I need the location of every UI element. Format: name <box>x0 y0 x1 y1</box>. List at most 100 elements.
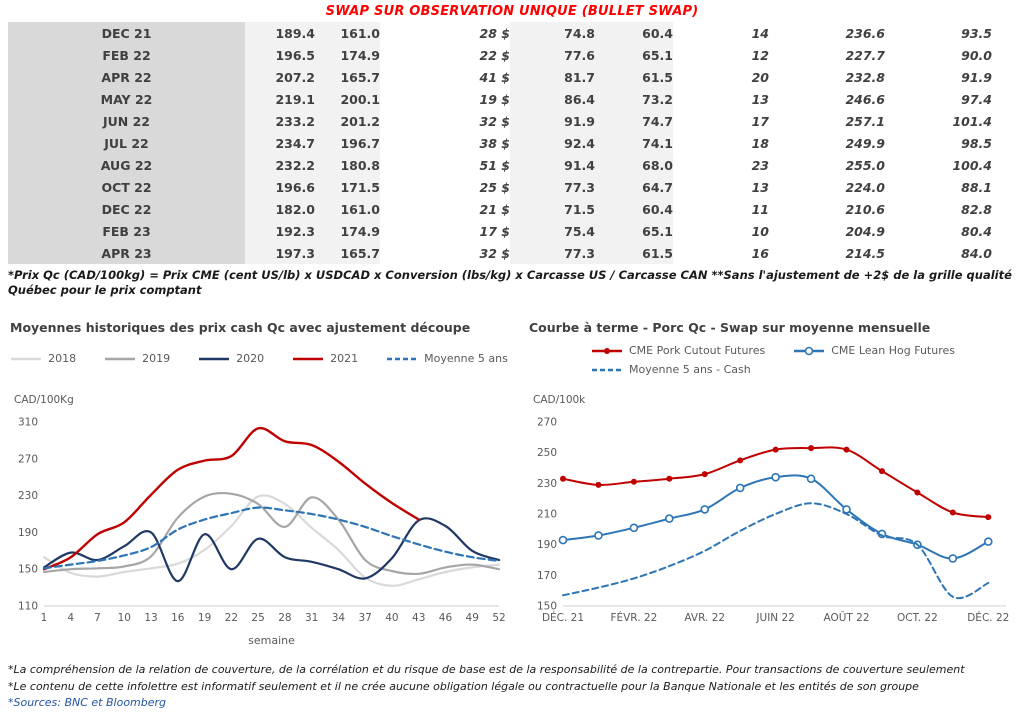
value-cell: 192.3 <box>245 220 315 242</box>
value-cell: 174.9 <box>315 220 380 242</box>
svg-text:AOÛT 22: AOÛT 22 <box>823 611 869 624</box>
value-cell: 22 $ <box>479 47 510 63</box>
chart-plot: 110 150 190 230 270 310 1 4 7 10 13 16 19 22 25 28 31 34 3… <box>18 417 506 625</box>
chart-title: Courbe à terme - Porc Qc - Swap sur moye… <box>529 320 931 335</box>
value-cell: 74.7 <box>595 110 673 132</box>
month-cell: DEC 21 <box>8 22 245 44</box>
value-cell: 207.2 <box>245 66 315 88</box>
footnote-line: *Le contenu de cette infolettre est info… <box>8 679 919 693</box>
value-cell: 73.2 <box>595 88 673 110</box>
svg-text:34: 34 <box>332 612 346 624</box>
legend-item: CME Pork Cutout Futures <box>591 344 765 357</box>
legend-item: 2019 <box>104 352 170 365</box>
value-cell: 197.3 <box>245 242 315 264</box>
value-cell: 171.5 <box>315 176 380 198</box>
legend-label: Moyenne 5 ans - Cash <box>629 363 751 376</box>
axis-unit-label: CAD/100Kg <box>14 394 74 406</box>
svg-text:190: 190 <box>537 539 557 551</box>
svg-text:JUIN 22: JUIN 22 <box>755 612 794 624</box>
value-cell: 182.0 <box>245 198 315 220</box>
value-cell: 10 <box>751 223 769 239</box>
svg-text:40: 40 <box>385 612 398 624</box>
value-cell: 61.5 <box>595 66 673 88</box>
month-cell: FEB 22 <box>8 44 245 66</box>
value-cell: 32 $ <box>479 113 510 129</box>
legend-swatch-icon <box>387 357 418 360</box>
legend-item: Moyenne 5 ans - Cash <box>591 363 751 376</box>
svg-text:210: 210 <box>537 509 557 521</box>
svg-text:1: 1 <box>41 612 48 624</box>
legend-label: CME Pork Cutout Futures <box>629 344 766 357</box>
svg-text:16: 16 <box>171 612 185 624</box>
svg-text:DÉC. 21: DÉC. 21 <box>542 611 584 624</box>
legend-label: Moyenne 5 ans <box>424 352 508 365</box>
table-row: JUN 22 233.2 201.2 32 $91.9 74.7 17 257.1 101.4 <box>8 110 1016 132</box>
value-cell: 98.5 <box>961 135 992 151</box>
table-row: MAY 22 219.1 200.1 19 $86.4 73.2 13 246.6 97.4 <box>8 88 1016 110</box>
legend-swatch-icon <box>199 357 230 360</box>
value-cell: 51 $ <box>479 157 510 173</box>
svg-text:46: 46 <box>439 612 453 624</box>
table-row: FEB 23 192.3 174.9 17 $75.4 65.1 10 204.9 80.4 <box>8 220 1016 242</box>
value-cell: 90.0 <box>961 47 992 63</box>
value-cell: 16 <box>751 245 769 261</box>
svg-text:OCT. 22: OCT. 22 <box>897 612 938 624</box>
table-row: AUG 22 232.2 180.8 51 $91.4 68.0 23 255.0 100.4 <box>8 154 1016 176</box>
value-cell: 23 <box>751 157 769 173</box>
value-cell: 28 $ <box>479 25 510 41</box>
value-cell: 91.9 <box>961 69 992 85</box>
value-cell: 32 $ <box>479 245 510 261</box>
month-cell: APR 22 <box>8 66 245 88</box>
value-cell: 12 <box>751 47 769 63</box>
value-cell: 255.0 <box>845 157 885 173</box>
svg-text:150: 150 <box>537 601 557 613</box>
value-cell: 93.5 <box>961 25 992 41</box>
svg-text:FÉVR. 22: FÉVR. 22 <box>610 611 657 624</box>
month-cell: JUL 22 <box>8 132 245 154</box>
value-cell: 236.6 <box>845 25 885 41</box>
legend-item: 2020 <box>198 352 264 365</box>
value-cell: 189.4 <box>245 22 315 44</box>
chart-title: Moyennes historiques des prix cash Qc av… <box>10 320 471 335</box>
value-cell: 97.4 <box>961 91 992 107</box>
value-cell: 196.6 <box>245 176 315 198</box>
svg-text:31: 31 <box>305 612 318 624</box>
legend-swatch-icon <box>105 357 136 360</box>
legend-swatch-icon <box>293 357 324 360</box>
legend-label: 2020 <box>236 352 265 365</box>
svg-text:52: 52 <box>492 612 505 624</box>
value-cell: 18 <box>751 135 769 151</box>
value-cell: 38 $ <box>479 135 510 151</box>
table-row: DEC 21 189.4 161.0 28 $74.8 60.4 14 236.6 93.5 <box>8 22 1016 44</box>
value-cell: 71.5 <box>510 198 595 220</box>
value-cell: 257.1 <box>845 113 885 129</box>
value-cell: 17 $ <box>479 223 510 239</box>
svg-text:25: 25 <box>251 612 264 624</box>
svg-text:10: 10 <box>118 612 131 624</box>
value-cell: 165.7 <box>315 242 380 264</box>
value-cell: 21 $ <box>479 201 510 217</box>
swap-table-body: DEC 21 189.4 161.0 28 $74.8 60.4 14 236.6 93.5 F… <box>8 22 1016 264</box>
value-cell: 77.3 <box>510 176 595 198</box>
value-cell: 180.8 <box>315 154 380 176</box>
svg-text:310: 310 <box>18 417 38 429</box>
svg-text:4: 4 <box>67 612 74 624</box>
chart-legend: CME Pork Cutout Futures CME Lean Hog Futu… <box>527 344 1019 382</box>
month-cell: FEB 23 <box>8 220 245 242</box>
value-cell: 196.7 <box>315 132 380 154</box>
legend-label: 2019 <box>142 352 171 365</box>
legend-row: Moyenne 5 ans - Cash <box>591 363 1019 376</box>
value-cell: 64.7 <box>595 176 673 198</box>
value-cell: 11 <box>751 201 769 217</box>
value-cell: 14 <box>751 25 769 41</box>
value-cell: 227.7 <box>845 47 885 63</box>
svg-text:37: 37 <box>358 612 371 624</box>
axis-unit-label: CAD/100k <box>533 394 586 406</box>
value-cell: 201.2 <box>315 110 380 132</box>
svg-text:230: 230 <box>18 490 38 502</box>
historical-prices-chart: Moyennes historiques des prix cash Qc av… <box>8 316 510 648</box>
value-cell: 19 $ <box>479 91 510 107</box>
value-cell: 174.9 <box>315 44 380 66</box>
svg-text:110: 110 <box>18 601 38 613</box>
legend-item: CME Lean Hog Futures <box>793 344 955 357</box>
